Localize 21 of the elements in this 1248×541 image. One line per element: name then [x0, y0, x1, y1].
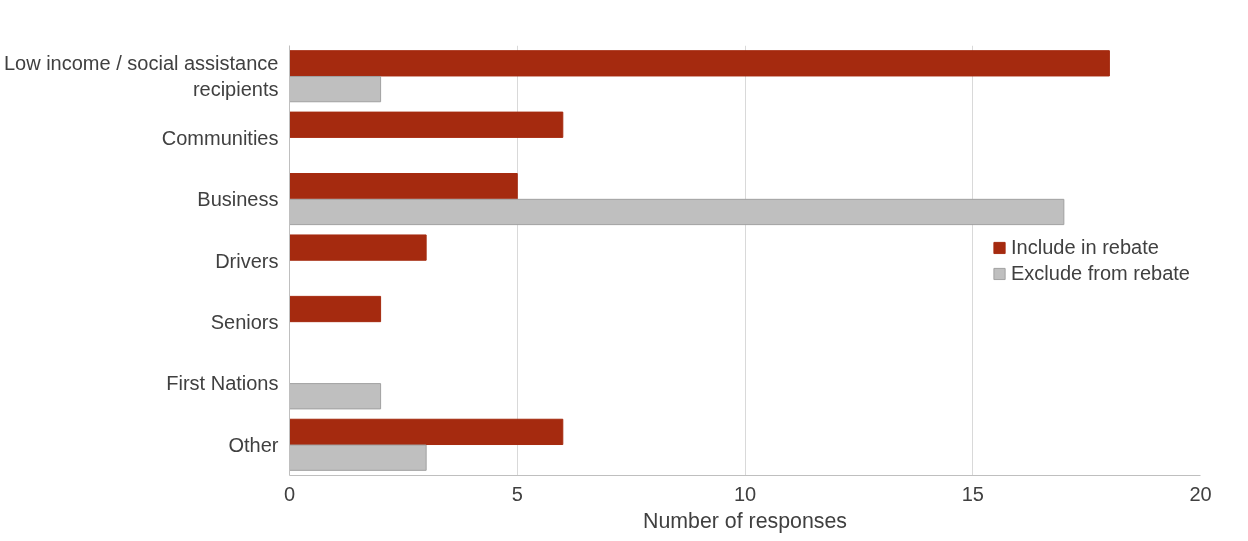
bar	[289, 111, 564, 138]
bar	[289, 173, 518, 200]
bar	[289, 295, 382, 323]
x-tick-label: 20	[1189, 482, 1212, 505]
y-tick-label: Low income / social assistance recipients	[3, 52, 279, 101]
y-tick-label: First Nations	[166, 372, 279, 395]
x-tick-label: 15	[961, 482, 984, 505]
y-tick-label: Drivers	[215, 249, 279, 272]
y-tick-label: Communities	[161, 126, 279, 149]
x-tick-label: 5	[511, 482, 523, 505]
y-tick-label: Business	[197, 188, 279, 211]
legend-label: Include in rebate	[1011, 235, 1159, 259]
x-axis-title: Number of responses	[643, 508, 847, 533]
legend-label: Exclude from rebate	[1011, 261, 1190, 285]
bar	[289, 234, 427, 261]
y-tick-label: Seniors	[210, 310, 279, 333]
y-tick-label: Other	[228, 433, 279, 456]
bar	[289, 50, 1110, 77]
x-tick-label: 10	[733, 482, 757, 505]
bar	[289, 418, 564, 446]
x-tick-label: 0	[283, 482, 296, 505]
